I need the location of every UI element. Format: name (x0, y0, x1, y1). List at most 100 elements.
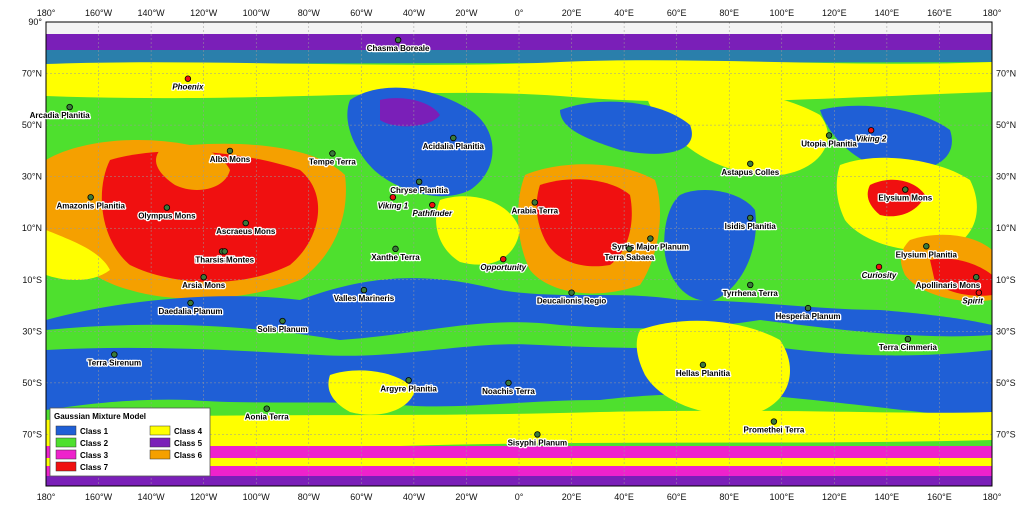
lon-tick-bottom: 40°E (614, 492, 634, 502)
lon-tick-bottom: 180° (983, 492, 1002, 502)
lon-tick-bottom: 160°E (927, 492, 952, 502)
longitude-ticks-top: 180° 160°W 140°W 120°W 100°W 80°W 60°W 40°W 20°W… (37, 8, 1002, 18)
place-label: Apollinaris Mons (916, 281, 981, 290)
legend-label: Class 1 (80, 427, 109, 436)
place-marker-dot (923, 243, 930, 250)
legend-swatch (55, 449, 77, 460)
lon-tick-top: 40°E (614, 8, 634, 18)
place-marker-dot (973, 274, 980, 281)
lat-tick-right: 30°N (996, 172, 1016, 182)
place-marker-dot (242, 219, 249, 227)
lon-tick-bottom: 80°E (719, 492, 739, 502)
place-marker-dot (647, 235, 654, 242)
lon-tick-bottom: 100°E (769, 492, 794, 502)
lon-tick-top: 60°W (350, 8, 373, 18)
place-marker-dot (875, 263, 883, 271)
place-elysium-planitia: Elysium Planitia (894, 243, 959, 261)
lat-tick-left: 30°N (22, 172, 42, 182)
place-label: Terra Sirenum (87, 359, 141, 368)
place-label: Elysium Planitia (896, 250, 958, 259)
place-label: Argyre Planitia (380, 384, 437, 393)
lon-tick-bottom: 20°W (455, 492, 478, 502)
lon-tick-top: 100°E (769, 8, 794, 18)
place-label: Astapus Colles (721, 168, 779, 177)
place-aonia-terra: Aonia Terra (243, 405, 291, 423)
lon-tick-bottom: 80°W (298, 492, 321, 502)
place-solis-planum: Solis Planum (256, 317, 309, 335)
place-arcadia-planitia: Arcadia Planitia (28, 103, 92, 121)
place-label: Ascraeus Mons (216, 227, 276, 236)
lon-tick-top: 0° (515, 8, 524, 18)
place-marker-dot (531, 199, 538, 206)
place-label: Deucalionis Regio (537, 297, 606, 306)
place-utopia-planitia: Utopia Planitia (800, 132, 859, 150)
lat-tick-right: 10°S (996, 275, 1016, 285)
place-chasma-boreale: Chasma Boreale (365, 36, 431, 54)
lon-tick-top: 80°W (298, 8, 321, 18)
place-hellas-planitia: Hellas Planitia (675, 361, 732, 379)
place-apollinaris-mons: Apollinaris Mons (914, 274, 982, 292)
lon-tick-top: 120°E (822, 8, 847, 18)
lon-tick-bottom: 100°W (243, 492, 271, 502)
place-pathfinder: Pathfinder (411, 201, 454, 219)
legend-label: Class 3 (80, 451, 109, 460)
place-label: Olympus Mons (138, 212, 196, 221)
lon-tick-bottom: 120°E (822, 492, 847, 502)
place-label: Isidis Planitia (725, 222, 777, 231)
lon-tick-top: 140°E (875, 8, 900, 18)
place-acidalia-planitia: Acidalia Planitia (421, 134, 486, 152)
place-opportunity: Opportunity (479, 255, 528, 273)
legend-item: Class 1 (55, 425, 109, 436)
lon-tick-top: 160°E (927, 8, 952, 18)
place-label: Arsia Mons (182, 281, 226, 290)
place-label: Terra Cimmeria (879, 343, 938, 352)
legend-swatch (149, 437, 171, 448)
place-marker-dot (163, 204, 171, 211)
place-marker-dot (200, 274, 207, 281)
legend-item: Class 7 (55, 461, 109, 472)
place-marker-dot (66, 103, 73, 111)
place-label: Chasma Boreale (367, 44, 430, 53)
place-marker-dot (505, 379, 512, 387)
place-marker-dot (450, 134, 457, 142)
lon-tick-bottom: 180° (37, 492, 56, 502)
lat-tick-left: 10°N (22, 223, 42, 233)
place-tharsis-montes: Tharsis Montes (194, 248, 256, 266)
place-label: Tempe Terra (309, 157, 356, 166)
place-marker-dot (975, 289, 983, 296)
place-marker-dot (394, 36, 402, 44)
place-marker-dot (867, 127, 875, 134)
lon-tick-top: 120°W (190, 8, 218, 18)
place-label: Curiosity (862, 271, 897, 280)
place-label: Valles Marineris (334, 294, 395, 303)
place-label: Terra Sabaea (605, 253, 655, 262)
place-marker-dot (500, 255, 507, 263)
lat-tick-left: 30°S (22, 326, 42, 336)
place-hesperia-planum: Hesperia Planum (774, 304, 842, 322)
legend-swatch (55, 437, 77, 448)
place-label: Solis Planum (257, 325, 307, 334)
place-viking-1: Viking 1 (376, 194, 410, 212)
legend-swatch (55, 461, 77, 472)
lat-tick-right: 50°N (996, 120, 1016, 130)
lon-tick-bottom: 140°W (138, 492, 166, 502)
place-viking-2: Viking 2 (855, 127, 888, 145)
place-sisyphi-planum: Sisyphi Planum (506, 431, 568, 449)
place-phoenix: Phoenix (171, 75, 205, 93)
place-label: Pathfinder (413, 209, 453, 218)
place-label: Utopia Planitia (801, 139, 857, 148)
lon-tick-bottom: 160°W (85, 492, 113, 502)
place-marker-dot (405, 377, 412, 384)
legend-label: Class 6 (174, 451, 203, 460)
place-terra-cimmeria: Terra Cimmeria (878, 335, 939, 353)
lon-tick-top: 180° (37, 8, 56, 18)
place-tempe-terra: Tempe Terra (308, 150, 358, 168)
legend-swatch (149, 449, 171, 460)
place-marker-dot (389, 194, 397, 201)
place-label: Spirit (962, 297, 983, 306)
place-marker-dot (279, 317, 286, 325)
place-astapus-colles: Astapus Colles (720, 160, 781, 178)
lon-tick-top: 140°W (138, 8, 166, 18)
lon-tick-top: 180° (983, 8, 1002, 18)
place-noachis-terra: Noachis Terra (481, 379, 537, 397)
